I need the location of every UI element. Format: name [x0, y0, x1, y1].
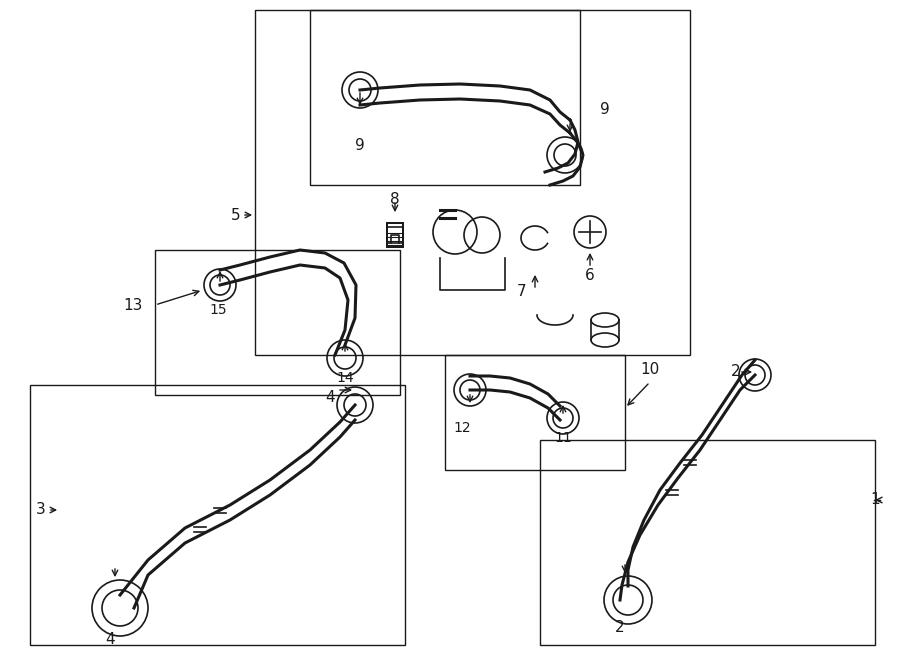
Bar — [255, 10, 690, 355]
Text: 4: 4 — [326, 391, 335, 405]
Text: 4: 4 — [105, 633, 115, 648]
Text: 12: 12 — [454, 421, 471, 435]
Text: 11: 11 — [554, 431, 572, 445]
Bar — [387, 227, 403, 243]
Text: 8: 8 — [391, 192, 400, 208]
Text: 13: 13 — [123, 297, 143, 313]
Bar — [540, 440, 875, 645]
Text: 1: 1 — [870, 492, 880, 508]
Text: 9: 9 — [600, 102, 610, 118]
Text: 5: 5 — [230, 208, 240, 223]
Text: 9: 9 — [356, 137, 364, 153]
Text: 7: 7 — [518, 284, 526, 299]
Text: 2: 2 — [731, 364, 740, 379]
Text: 15: 15 — [209, 303, 227, 317]
Text: 6: 6 — [585, 268, 595, 282]
Text: 2: 2 — [616, 621, 625, 635]
Text: 3: 3 — [36, 502, 46, 518]
Bar — [30, 385, 405, 645]
Text: 14: 14 — [337, 371, 354, 385]
Bar — [155, 250, 400, 395]
Bar — [445, 355, 625, 470]
Text: 10: 10 — [640, 362, 659, 377]
Bar — [310, 10, 580, 185]
